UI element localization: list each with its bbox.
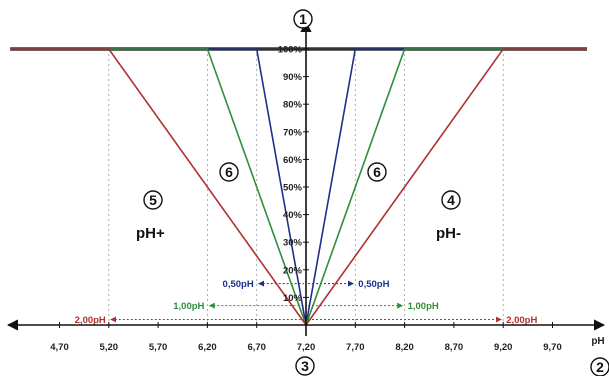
- x-tick-label-5: 7,20: [297, 342, 316, 353]
- y-tick-label-8: 90%: [283, 72, 303, 83]
- y-tick-label-1: 20%: [283, 265, 303, 276]
- y-tick-label-3: 40%: [283, 210, 303, 221]
- marker-6-right: 6: [367, 162, 387, 182]
- x-tick-label-2: 5,70: [149, 342, 168, 353]
- marker-2: 2: [590, 357, 609, 376]
- y-tick-label-5: 60%: [283, 155, 303, 166]
- marker-4-label: 4: [447, 192, 455, 208]
- ph-plus-label: pH+: [136, 225, 165, 242]
- marker-5: 5: [143, 190, 163, 210]
- y-tick-label-4: 50%: [283, 183, 303, 194]
- marker-3-label: 3: [301, 358, 309, 374]
- band-label-left-0: 0,50pH: [223, 279, 254, 290]
- x-tick-label-0: 4,70: [50, 342, 69, 353]
- band-label-right-1: 1,00pH: [408, 301, 439, 312]
- x-axis-unit-label: pH: [591, 336, 604, 347]
- marker-6-left-label: 6: [225, 164, 233, 180]
- band-label-right-0: 0,50pH: [358, 279, 389, 290]
- x-tick-label-7: 8,20: [395, 342, 414, 353]
- marker-6-left: 6: [219, 162, 239, 182]
- band-label-left-1: 1,00pH: [173, 301, 204, 312]
- x-tick-label-1: 5,20: [100, 342, 119, 353]
- x-tick-labels: 4,70 5,20 5,70 6,20 6,70 7,20 7,70 8,20 8,70 9,20…: [50, 322, 562, 353]
- y-tick-label-0: 10%: [283, 293, 303, 304]
- marker-1-label: 1: [299, 11, 307, 27]
- x-tick-label-8: 8,70: [445, 342, 464, 353]
- y-tick-label-9: 100%: [278, 45, 303, 56]
- marker-1: 1: [293, 9, 313, 29]
- marker-3: 3: [295, 356, 315, 376]
- y-tick-label-2: 30%: [283, 238, 303, 249]
- x-tick-label-6: 7,70: [346, 342, 365, 353]
- x-tick-label-4: 6,70: [247, 342, 266, 353]
- x-tick-label-9: 9,20: [494, 342, 513, 353]
- y-tick-label-7: 80%: [283, 100, 303, 111]
- marker-4: 4: [441, 190, 461, 210]
- y-tick-labels: 10% 20% 30% 40% 50% 60% 70% 80% 90% 100%: [278, 45, 309, 304]
- y-tick-label-6: 70%: [283, 127, 303, 138]
- marker-6-right-label: 6: [373, 164, 381, 180]
- x-tick-label-3: 6,20: [198, 342, 217, 353]
- x-tick-label-10: 9,70: [543, 342, 562, 353]
- ph-minus-label: pH-: [436, 225, 461, 242]
- marker-5-label: 5: [149, 192, 157, 208]
- marker-2-label: 2: [596, 359, 604, 375]
